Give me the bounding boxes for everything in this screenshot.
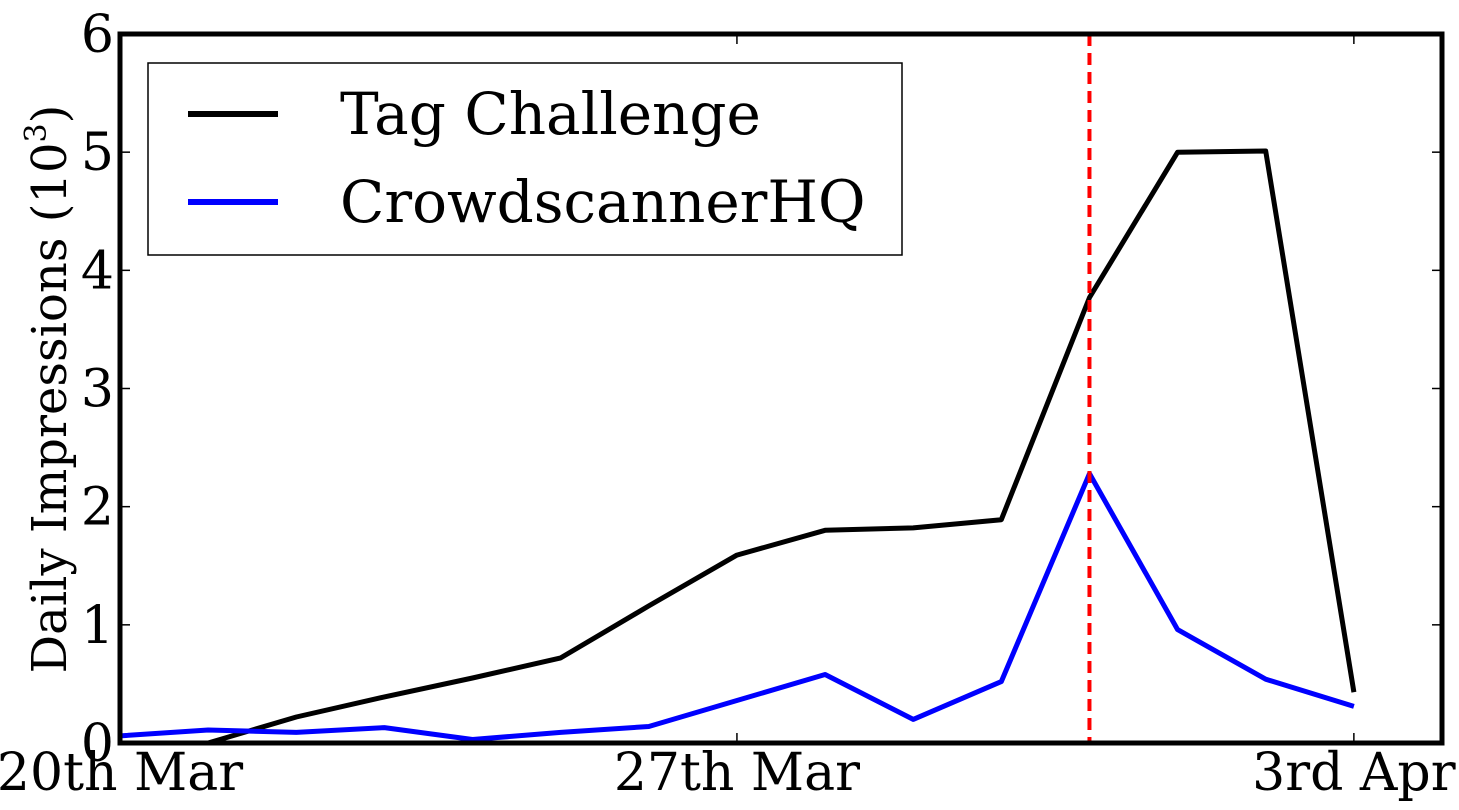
legend-label-tag-challenge: Tag Challenge	[340, 80, 761, 148]
x-tick-label: 27th Mar	[614, 743, 860, 803]
y-axis-ticks: 0 1 2 3 4 5 6	[81, 5, 1442, 774]
legend-label-crowdscannerhq: CrowdscannerHQ	[340, 168, 866, 236]
plot-frame	[117, 31, 1445, 746]
y-axis-label: Daily Impressions (103)	[19, 105, 78, 674]
y-tick-label: 3	[81, 360, 114, 420]
legend: Tag Challenge CrowdscannerHQ	[147, 62, 903, 256]
y-tick-label: 1	[81, 596, 114, 656]
y-tick-label: 5	[81, 123, 114, 183]
series-line-tag-challenge	[207, 148, 1357, 746]
y-tick-label: 6	[81, 5, 114, 65]
y-tick-label: 0	[81, 714, 114, 774]
y-tick-label: 2	[81, 478, 114, 538]
x-tick-label: 20th Mar	[0, 743, 243, 803]
series-line-crowdscannerhq	[119, 471, 1355, 742]
legend-box	[147, 62, 903, 256]
x-tick-label: 3rd Apr	[1252, 743, 1456, 803]
y-tick-label: 4	[81, 241, 114, 301]
y-axis-label-exponent: 3	[19, 123, 54, 142]
x-axis-ticks: 20th Mar 27th Mar 3rd Apr	[0, 34, 1456, 803]
